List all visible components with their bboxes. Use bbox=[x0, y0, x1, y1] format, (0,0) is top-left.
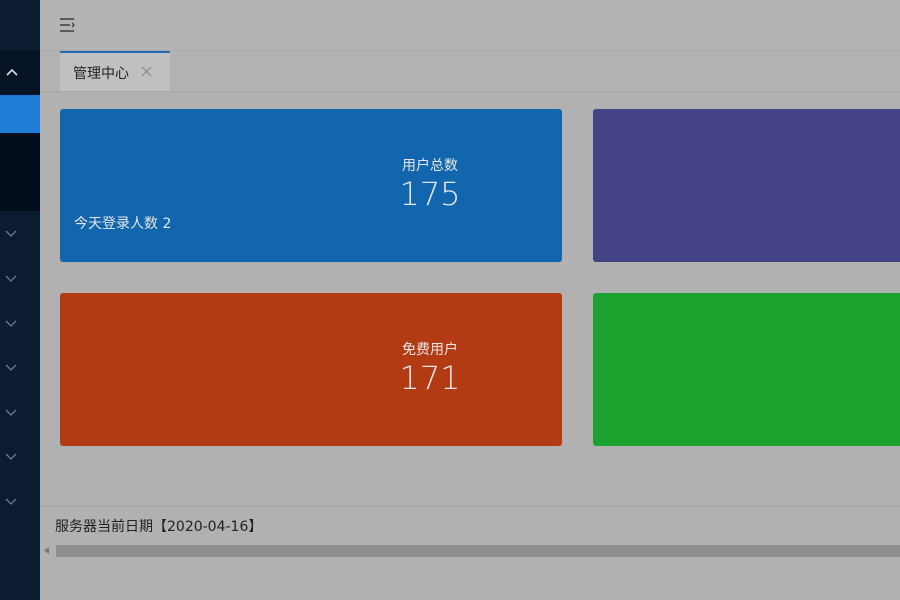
menu-toggle[interactable] bbox=[60, 18, 76, 32]
card-value: 175 bbox=[399, 175, 461, 213]
chevron bbox=[5, 320, 17, 327]
collapse-icon bbox=[6, 68, 18, 76]
top-bar bbox=[40, 0, 900, 51]
chevron bbox=[5, 275, 17, 282]
footer-divider bbox=[40, 506, 900, 507]
tab-close[interactable] bbox=[141, 66, 152, 77]
stat-card: 免费用户 171 bbox=[60, 293, 562, 446]
tab-label: 管理中心 bbox=[73, 66, 129, 82]
tab-bar: 管理中心 bbox=[40, 51, 900, 92]
menu-item-active[interactable] bbox=[0, 95, 40, 133]
stat-card: 用户总数 175 今天登录人数 2 bbox=[60, 109, 562, 262]
scrollbar[interactable] bbox=[56, 545, 900, 557]
chevron bbox=[5, 453, 17, 460]
chevron bbox=[5, 230, 17, 237]
card-value: 171 bbox=[399, 359, 461, 397]
card-note: 今天登录人数 2 bbox=[74, 216, 172, 232]
stat-card bbox=[593, 293, 900, 446]
scroll-left[interactable] bbox=[44, 547, 50, 555]
expand-icon[interactable] bbox=[5, 230, 17, 237]
chevron bbox=[5, 498, 17, 505]
chevron bbox=[5, 364, 17, 371]
card-title: 用户总数 bbox=[402, 158, 458, 174]
expand-icon[interactable] bbox=[5, 453, 17, 460]
expand-icon[interactable] bbox=[5, 275, 17, 282]
sidebar bbox=[0, 0, 40, 600]
chevron bbox=[5, 409, 17, 416]
tab[interactable]: 管理中心 bbox=[60, 51, 170, 91]
card-title: 免费用户 bbox=[402, 342, 458, 358]
menu-group[interactable] bbox=[0, 50, 40, 95]
submenu bbox=[0, 133, 40, 211]
stat-card bbox=[593, 109, 900, 262]
expand-icon[interactable] bbox=[5, 498, 17, 505]
server-date: 服务器当前日期【2020-04-16】 bbox=[55, 519, 263, 535]
expand-icon[interactable] bbox=[5, 409, 17, 416]
expand-icon[interactable] bbox=[5, 320, 17, 327]
expand-icon[interactable] bbox=[5, 364, 17, 371]
